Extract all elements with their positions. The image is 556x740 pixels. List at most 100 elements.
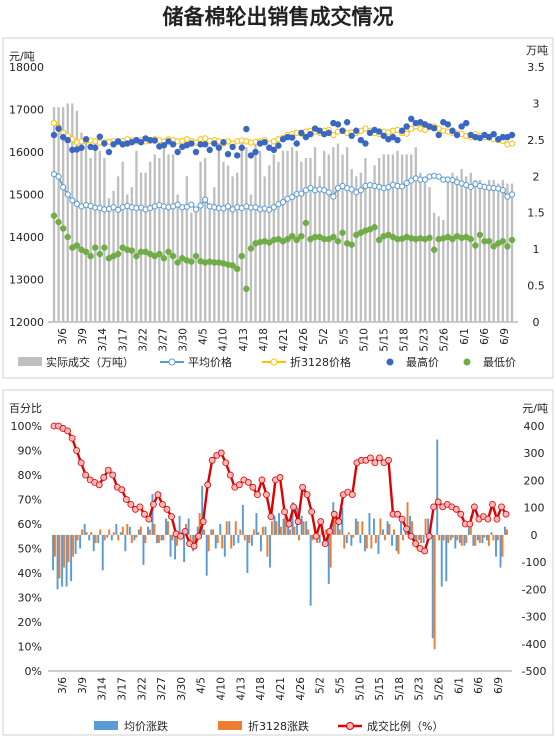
avg-change-bar	[431, 534, 434, 639]
deal-ratio-marker	[208, 456, 216, 464]
high-price-point	[453, 131, 461, 139]
avg-price-marker	[64, 191, 71, 198]
avg-change-bar	[499, 534, 502, 568]
avg-change-bar	[269, 534, 271, 568]
chart2-x-tick: 6/1	[453, 677, 465, 694]
chart1-left-tick: 14000	[9, 231, 44, 244]
avg-price-marker	[421, 176, 429, 183]
conv3128-change-bar	[171, 534, 174, 541]
volume-bar	[203, 158, 207, 322]
avg-price-marker	[69, 197, 76, 204]
chart2-legend-label: 折3128涨跌	[248, 719, 309, 733]
deal-ratio-marker	[317, 518, 325, 525]
volume-bar	[258, 150, 262, 322]
high-price-point	[339, 127, 346, 134]
conv3128-change-bar	[167, 521, 169, 535]
volume-bar	[318, 176, 321, 322]
avg-change-bar	[146, 526, 149, 535]
avg-change-bar	[372, 518, 375, 535]
conv3128-price-marker	[403, 130, 410, 137]
low-price-point	[247, 245, 255, 252]
conv3128-change-bar	[506, 529, 508, 535]
conv3128-change-bar	[189, 534, 192, 546]
page-title: 储备棉轮出销售成交情况	[162, 4, 394, 29]
conv3128-change-bar	[76, 534, 79, 541]
volume-bar	[213, 187, 216, 322]
low-price-point	[472, 242, 479, 249]
conv3128-change-bar	[162, 534, 165, 541]
chart1-x-tick: 6/1	[459, 328, 471, 345]
deal-ratio-marker	[285, 520, 293, 528]
deal-ratio-marker	[371, 459, 379, 467]
conv3128-change-bar	[157, 534, 160, 544]
avg-price-marker	[60, 184, 67, 191]
conv3128-change-bar	[447, 534, 450, 544]
chart2-x-tick: 3/17	[116, 677, 128, 701]
avg-change-bar	[485, 534, 488, 541]
avg-price-marker	[55, 173, 62, 180]
volume-bar	[281, 150, 285, 322]
high-price-point	[243, 125, 250, 133]
deal-ratio-marker	[181, 527, 189, 535]
deal-ratio-marker	[484, 515, 492, 523]
volume-bar	[446, 176, 450, 322]
low-price-point	[467, 235, 474, 243]
chart2-x-tick: 4/21	[275, 677, 287, 701]
volume-bar	[144, 172, 147, 322]
chart1-legend-label: 最低价	[483, 356, 516, 369]
deal-ratio-marker	[290, 503, 297, 511]
low-price-point	[229, 262, 236, 269]
conv3128-change-bar	[478, 534, 481, 544]
chart-bottom-change-ratio: 百分比 元/吨 0% 10% 20% 30% 40% 50% 60% 70% 80% 90% 100% -…	[2, 389, 554, 736]
chart2-right-tick: -300	[522, 611, 547, 624]
chart1-right-tick: 3	[533, 97, 540, 110]
avg-change-bar	[413, 534, 416, 541]
conv3128-change-bar	[221, 534, 224, 549]
chart2-left-tick: 40%	[18, 567, 42, 580]
deal-ratio-marker	[109, 471, 117, 479]
avg-price-marker	[202, 196, 209, 203]
high-price-point	[211, 140, 218, 147]
avg-change-bar	[250, 534, 253, 546]
low-price-point	[490, 243, 497, 250]
deal-ratio-marker	[299, 483, 307, 491]
chart1-left-tick: 13000	[9, 274, 44, 287]
chart1-x-tick: 3/9	[77, 328, 89, 345]
deal-ratio-marker	[127, 501, 135, 508]
deal-ratio-marker	[489, 501, 496, 508]
low-price-point	[211, 259, 218, 266]
volume-bar	[236, 172, 239, 322]
deal-ratio-marker	[407, 532, 415, 540]
avg-change-bar	[223, 534, 226, 557]
conv3128-change-bar	[148, 529, 151, 535]
deal-ratio-marker	[326, 527, 334, 535]
deal-ratio-marker	[281, 508, 288, 516]
conv3128-change-bar	[103, 534, 106, 541]
deal-ratio-marker	[425, 532, 433, 540]
chart2-left-tick: 80%	[18, 469, 42, 482]
volume-bar	[355, 176, 358, 322]
deal-ratio-marker	[104, 466, 112, 474]
conv3128-change-bar	[393, 529, 395, 535]
high-price-point	[348, 132, 355, 140]
avg-price-marker	[325, 189, 332, 196]
chart1-x-tick: 4/18	[258, 328, 270, 352]
chart1-x-tick: 5/10	[358, 328, 370, 352]
conv3128-change-bar	[325, 529, 328, 535]
volume-bar	[135, 150, 138, 322]
volume-bar	[469, 172, 472, 322]
conv3128-change-bar	[280, 526, 282, 535]
chart2-left-tick: 20%	[18, 616, 42, 629]
deal-ratio-marker	[398, 515, 406, 523]
chart1-x-tick: 4/26	[298, 328, 310, 352]
conv3128-change-bar	[144, 534, 147, 544]
conv3128-change-bar	[135, 534, 138, 538]
deal-ratio-marker	[118, 486, 126, 494]
high-price-point	[224, 150, 232, 158]
conv3128-change-bar	[402, 534, 404, 541]
avg-price-marker	[499, 187, 506, 194]
avg-price-marker	[330, 193, 337, 200]
high-price-point	[284, 133, 291, 141]
high-price-point	[499, 133, 507, 141]
avg-change-bar	[52, 534, 54, 571]
